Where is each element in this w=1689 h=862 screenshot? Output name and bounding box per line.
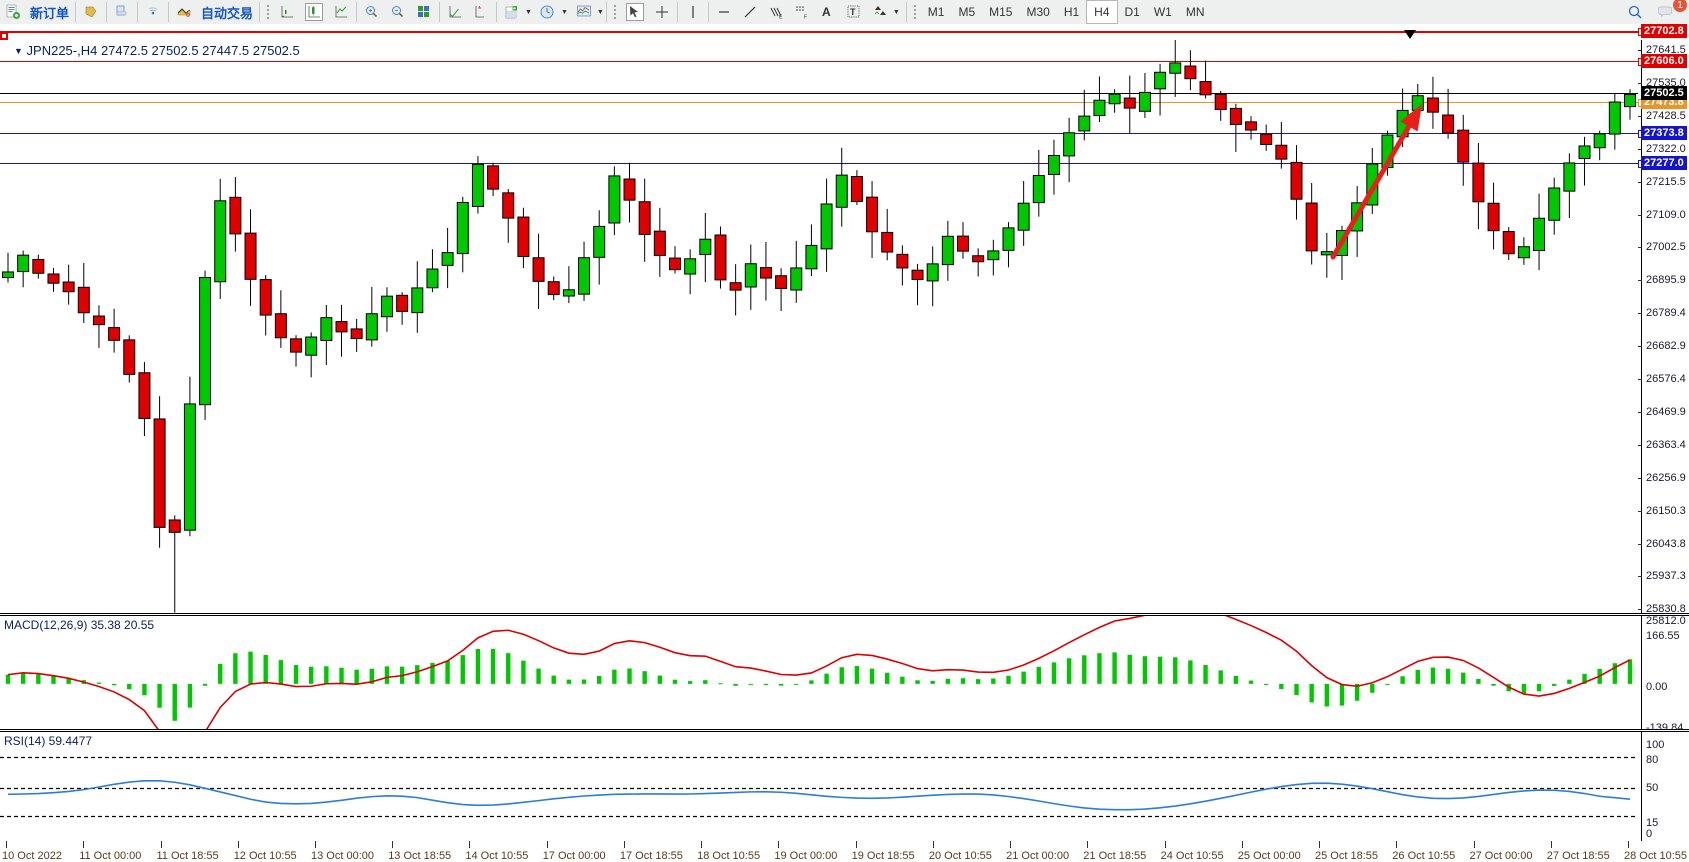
svg-text:T: T [850,7,856,17]
svg-text:F: F [804,15,807,21]
svg-text:A: A [822,5,831,19]
svg-text:E: E [779,15,783,21]
